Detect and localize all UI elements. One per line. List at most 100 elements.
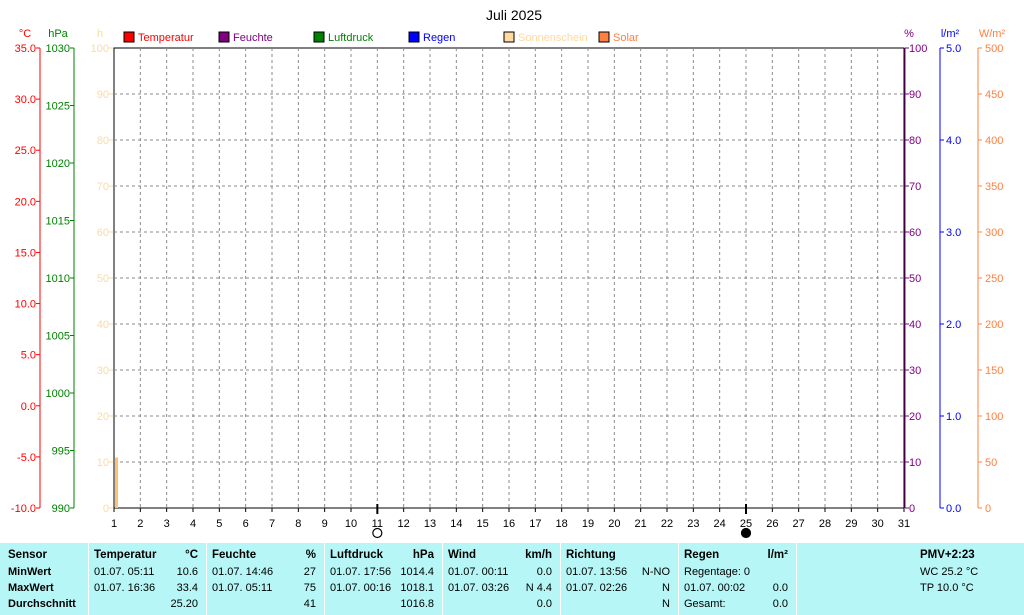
x-tick-label: 28 xyxy=(819,518,831,530)
x-tick-label: 2 xyxy=(137,518,143,530)
pressure-max-time: 01.07. 00:16 xyxy=(330,582,392,594)
pressure-axis-label: 1025 xyxy=(46,101,70,113)
sun-axis-label: 90 xyxy=(97,89,109,101)
rain-total-label: Gesamt: xyxy=(684,598,726,610)
rain-axis-label: 1.0 xyxy=(946,411,961,423)
x-tick-label: 7 xyxy=(269,518,275,530)
stats-wind-column: Wind km/h 01.07. 00:11 0.0 01.07. 03:26 … xyxy=(442,543,560,615)
x-tick-label: 25 xyxy=(740,518,752,530)
rain-axis-label: 5.0 xyxy=(946,43,961,55)
x-tick-label: 8 xyxy=(295,518,301,530)
rain-unit: l/m² xyxy=(767,549,788,561)
temperature-header: Temperatur xyxy=(94,549,157,561)
humidity-axis-label: 70 xyxy=(909,181,921,193)
wind-max-time: 01.07. 03:26 xyxy=(448,582,510,594)
direction-max-value: N xyxy=(662,582,670,594)
solar-axis-label: 400 xyxy=(985,135,1003,147)
humidity-min-value: 27 xyxy=(303,566,316,578)
sun-axis-label: 100 xyxy=(91,43,109,55)
humidity-max-time: 01.07. 05:11 xyxy=(212,582,273,594)
rain-header: Regen xyxy=(684,549,720,561)
temperature-unit: °C xyxy=(185,549,198,561)
direction-max-time: 01.07. 02:26 xyxy=(566,582,628,594)
legend: Temperatur Feuchte Luftdruck Regen Sonnensch… xyxy=(123,31,639,44)
sun-axis-label: 20 xyxy=(97,411,109,423)
legend-label: Solar xyxy=(613,32,639,44)
rain-axis-label: 4.0 xyxy=(946,135,961,147)
sun-axis-label: 10 xyxy=(97,457,109,469)
sensor-header: Sensor xyxy=(8,549,47,561)
humidity-axis-label: 60 xyxy=(909,227,921,239)
solar-axis-label: 200 xyxy=(985,319,1003,331)
stats-temperature-column: Temperatur °C 01.07. 05:11 10.6 01.07. 1… xyxy=(88,543,206,615)
pressure-min-value: 1014.4 xyxy=(400,566,434,578)
temp-axis-label: 20.0 xyxy=(15,196,36,208)
pressure-axis-label: 1020 xyxy=(46,158,70,170)
pressure-axis-label: 1000 xyxy=(46,388,70,400)
pressure-max-value: 1018.1 xyxy=(400,582,434,594)
stats-panel: Sensor MinWert MaxWert Durchschnitt Temp… xyxy=(0,543,1024,615)
x-tick-label: 12 xyxy=(398,518,410,530)
temperature-min-time: 01.07. 05:11 xyxy=(94,566,155,578)
stats-rain-column: Regen l/m² Regentage: 0 01.07. 00:02 0.0… xyxy=(678,543,796,615)
direction-header: Richtung xyxy=(566,549,616,561)
solar-axis-label: 50 xyxy=(985,457,997,469)
x-tick-label: 30 xyxy=(872,518,884,530)
chart-title: Juli 2025 xyxy=(486,7,542,23)
data-marks xyxy=(115,457,752,539)
rain-axis-label: 3.0 xyxy=(946,227,961,239)
direction-min-value: N-NO xyxy=(641,566,670,578)
durchschnitt-label: Durchschnitt xyxy=(8,598,76,610)
pressure-avg: 1016.8 xyxy=(400,598,434,610)
humidity-axis-label: 20 xyxy=(909,411,921,423)
legend-swatch xyxy=(598,31,610,43)
humidity-axis-label: 40 xyxy=(909,319,921,331)
rain-max-time: 01.07. 00:02 xyxy=(684,582,746,594)
temp-axis-label: 10.0 xyxy=(15,299,36,311)
wind-avg: 0.0 xyxy=(536,598,552,610)
wind-min-time: 01.07. 00:11 xyxy=(448,566,509,578)
humidity-axis-label: 30 xyxy=(909,365,921,377)
x-tick-label: 3 xyxy=(164,518,170,530)
temperature-max-time: 01.07. 16:36 xyxy=(94,582,156,594)
temp-axis-label: 30.0 xyxy=(15,94,36,106)
humidity-axis-label: 90 xyxy=(909,89,921,101)
pressure-unit: hPa xyxy=(412,549,434,561)
temp-axis-label: 15.0 xyxy=(15,247,36,259)
solar-axis-label: 350 xyxy=(985,181,1003,193)
solar-axis-label: 150 xyxy=(985,365,1003,377)
legend-label: Regen xyxy=(423,32,455,44)
minwert-label: MinWert xyxy=(8,566,52,578)
temp-axis-label: -10.0 xyxy=(11,503,36,515)
humidity-max-value: 75 xyxy=(303,582,316,594)
rain-axis-unit: l/m² xyxy=(941,28,960,40)
sun-axis-label: 80 xyxy=(97,135,109,147)
x-tick-label: 15 xyxy=(477,518,489,530)
legend-swatch xyxy=(313,31,325,43)
pressure-axis-unit: hPa xyxy=(48,28,68,40)
full-moon-icon xyxy=(372,527,383,539)
humidity-axis-unit: % xyxy=(904,28,914,40)
temp-axis-label: 35.0 xyxy=(15,43,36,55)
humidity-axis-label: 100 xyxy=(909,43,927,55)
pressure-axis-label: 1010 xyxy=(46,273,70,285)
pmv-header: PMV+2:23 xyxy=(920,549,975,561)
legend-swatch xyxy=(503,31,515,43)
x-tick-label: 17 xyxy=(529,518,541,530)
pressure-axis-label: 990 xyxy=(52,503,70,515)
sun-axis-label: 60 xyxy=(97,227,109,239)
x-tick-label: 6 xyxy=(243,518,249,530)
wind-max-value: N 4.4 xyxy=(525,582,552,594)
legend-label: Temperatur xyxy=(138,32,194,44)
temp-axis-unit: °C xyxy=(19,28,31,40)
solar-axis-label: 250 xyxy=(985,273,1003,285)
rain-days: Regentage: 0 xyxy=(684,566,751,578)
rain-axis-label: 2.0 xyxy=(946,319,961,331)
humidity-avg: 41 xyxy=(303,598,316,610)
temp-axis-label: -5.0 xyxy=(17,452,36,464)
x-tick-label: 14 xyxy=(450,518,462,530)
temperature-avg: 25.20 xyxy=(170,598,198,610)
temp-axis-label: 5.0 xyxy=(21,350,36,362)
solar-axis-label: 500 xyxy=(985,43,1003,55)
rain-axis-label: 0.0 xyxy=(946,503,961,515)
